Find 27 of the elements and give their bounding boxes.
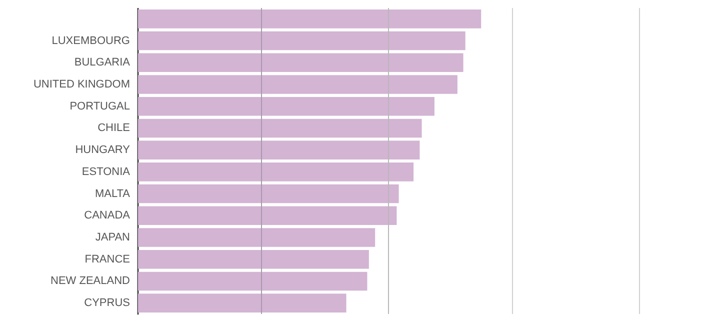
y-tick-label: JAPAN xyxy=(95,232,130,244)
y-tick-label: CHILE xyxy=(98,122,130,134)
bar xyxy=(138,53,464,72)
y-tick-label: CYPRUS xyxy=(84,297,130,310)
bar xyxy=(138,10,482,28)
y-tick-label: NEW ZEALAND xyxy=(50,275,130,288)
bar xyxy=(138,184,399,204)
y-tick-label: LUXEMBOURG xyxy=(52,34,130,47)
bar xyxy=(138,118,422,138)
y-tick-label: HUNGARY xyxy=(75,144,131,156)
bar xyxy=(138,162,414,182)
bar xyxy=(138,250,369,269)
bar xyxy=(138,272,368,291)
y-tick-label: UNITED KINGDOM xyxy=(33,78,130,90)
y-tick-label: BULGARIA xyxy=(74,56,131,69)
bar xyxy=(138,96,434,116)
bar xyxy=(138,206,397,226)
bar xyxy=(138,31,466,50)
y-tick-label: ESTONIA xyxy=(82,166,131,178)
y-tick-label: MALTA xyxy=(94,188,131,200)
bar xyxy=(138,75,458,94)
y-tick-label: CANADA xyxy=(84,210,131,222)
bar xyxy=(138,140,420,160)
bar xyxy=(138,294,346,312)
y-tick-label: PORTUGAL xyxy=(70,100,130,112)
y-tick-label: FRANCE xyxy=(84,253,130,266)
bar xyxy=(138,228,376,247)
